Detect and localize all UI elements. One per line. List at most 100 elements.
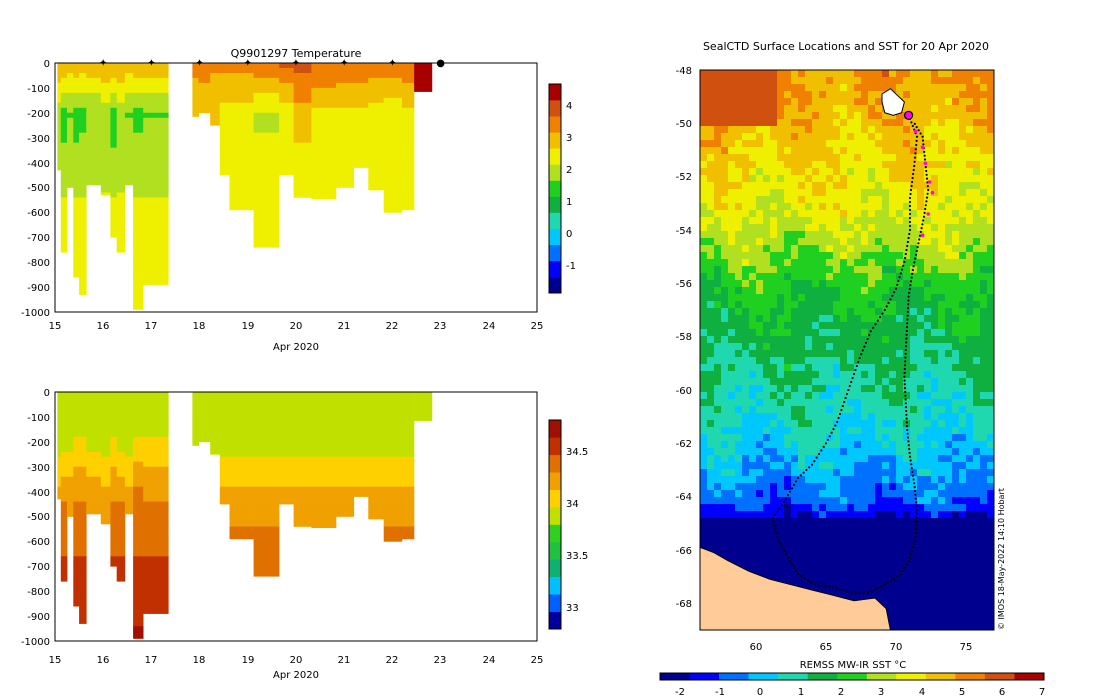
- sst-cell: [714, 441, 722, 449]
- sst-cell: [987, 623, 994, 630]
- sst-cell: [917, 602, 925, 610]
- profile-cell: [368, 102, 384, 109]
- sst-cell: [952, 462, 960, 470]
- profile-cell: [198, 421, 211, 428]
- colorbar-segment: [549, 180, 561, 197]
- sst-cell: [777, 77, 785, 85]
- profile-cell: [73, 471, 80, 477]
- sst-cell: [861, 525, 869, 533]
- sst-cell: [952, 133, 960, 141]
- profile-cell: [219, 63, 230, 69]
- profile-cell: [57, 97, 62, 104]
- sst-cell: [917, 504, 925, 512]
- sst-cell: [931, 567, 939, 575]
- profile-cell: [383, 132, 403, 138]
- sst-cell: [966, 133, 974, 141]
- sst-cell: [742, 189, 750, 197]
- sst-cell: [924, 567, 932, 575]
- sst-cell: [987, 595, 994, 603]
- sst-cell: [945, 133, 953, 141]
- profile-cell: [192, 63, 199, 69]
- profile-cell: [253, 157, 280, 163]
- sst-cell: [959, 609, 967, 617]
- sst-cell: [777, 448, 785, 456]
- sst-cell: [749, 490, 757, 498]
- sst-cell: [882, 546, 890, 554]
- profile-cell: [73, 267, 80, 273]
- profile-cell: [143, 97, 169, 104]
- profile-cell: [279, 441, 294, 448]
- profile-cell: [143, 536, 169, 542]
- profile-cell: [229, 511, 254, 517]
- sst-cell: [910, 413, 918, 421]
- profile-cell: [133, 157, 144, 163]
- sst-cell: [714, 210, 722, 218]
- sst-cell: [938, 329, 946, 337]
- sst-cell: [938, 203, 946, 211]
- sst-cell: [777, 357, 785, 365]
- sst-cell: [728, 112, 736, 120]
- sst-cell: [791, 98, 799, 106]
- sst-cell: [896, 504, 904, 512]
- sst-cell: [707, 546, 715, 554]
- sst-cell: [812, 91, 820, 99]
- sst-cell: [987, 203, 994, 211]
- sst-cell: [980, 434, 988, 442]
- sst-cell: [938, 175, 946, 183]
- sst-cell: [700, 147, 708, 155]
- profile-cell: [219, 112, 230, 119]
- profile-cell: [116, 471, 126, 477]
- sst-cell: [833, 455, 841, 463]
- profile-cell: [198, 426, 211, 433]
- profile-cell: [368, 486, 384, 492]
- sst-cell: [700, 161, 708, 169]
- sst-cell: [721, 91, 729, 99]
- sst-cell: [749, 539, 757, 547]
- sst-cell: [791, 126, 799, 134]
- profile-cell: [279, 162, 294, 168]
- sst-cell: [798, 497, 806, 505]
- sst-cell: [735, 168, 743, 176]
- sst-cell: [707, 336, 715, 344]
- sst-cell: [910, 301, 918, 309]
- profile-cell: [73, 486, 80, 492]
- profile-cell: [79, 122, 87, 129]
- sst-cell: [847, 560, 855, 568]
- profile-cell: [368, 177, 384, 183]
- profile-cell: [73, 446, 80, 453]
- sst-cell: [714, 84, 722, 92]
- sst-cell: [854, 490, 862, 498]
- sst-cell: [784, 301, 792, 309]
- sst-cell: [826, 154, 834, 162]
- sst-cell: [924, 560, 932, 568]
- profile-cell: [124, 446, 134, 453]
- sst-cell: [903, 525, 911, 533]
- sst-cell: [924, 469, 932, 477]
- sst-cell: [952, 378, 960, 386]
- sst-cell: [735, 280, 743, 288]
- profile-cell: [402, 68, 415, 74]
- profile-cell: [219, 92, 230, 99]
- sst-cell: [854, 567, 862, 575]
- profile-cell: [383, 202, 403, 208]
- sst-cell: [875, 595, 883, 603]
- sst-cell: [903, 168, 911, 176]
- profile-cell: [253, 397, 280, 403]
- sst-cell: [791, 161, 799, 169]
- sst-cell: [784, 154, 792, 162]
- sst-cell: [756, 84, 764, 92]
- sst-cell: [770, 238, 778, 246]
- profile-cell: [414, 406, 433, 413]
- profile-cell: [353, 461, 369, 467]
- profile-cell: [100, 446, 111, 453]
- sst-cell: [868, 567, 876, 575]
- sst-cell: [987, 602, 994, 610]
- profile-cell: [60, 397, 68, 403]
- profile-cell: [79, 471, 87, 477]
- profile-cell: [79, 621, 87, 624]
- sst-cell: [805, 504, 813, 512]
- sst-cell: [847, 448, 855, 456]
- profile-cell: [353, 402, 369, 408]
- profile-cell: [67, 147, 74, 153]
- profile-cell: [60, 157, 68, 163]
